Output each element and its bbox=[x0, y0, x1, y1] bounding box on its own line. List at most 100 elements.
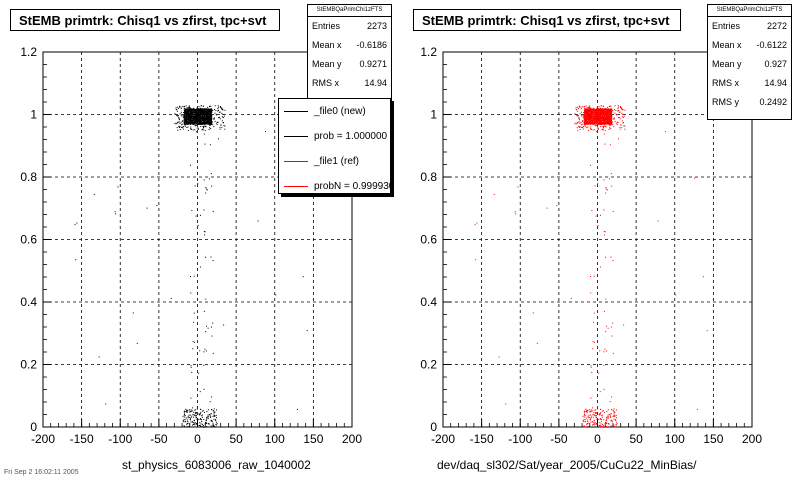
scatter-point bbox=[601, 109, 603, 111]
scatter-point bbox=[183, 121, 185, 123]
scatter-point bbox=[209, 110, 211, 112]
scatter-point bbox=[203, 110, 205, 112]
scatter-point bbox=[596, 123, 598, 125]
scatter-point bbox=[605, 112, 607, 114]
scatter-point bbox=[177, 114, 179, 116]
scatter-point bbox=[607, 119, 609, 121]
scatter-point bbox=[200, 118, 202, 120]
scatter-point bbox=[215, 113, 217, 115]
scatter-point bbox=[222, 109, 224, 111]
scatter-point bbox=[184, 119, 186, 121]
scatter-point bbox=[117, 186, 119, 188]
scatter-point bbox=[595, 112, 597, 114]
scatter-point bbox=[196, 106, 198, 108]
scatter-point bbox=[596, 116, 598, 118]
scatter-point bbox=[585, 111, 587, 113]
scatter-point bbox=[182, 106, 184, 108]
scatter-point bbox=[602, 116, 604, 118]
scatter-point bbox=[190, 366, 192, 368]
scatter-point bbox=[199, 418, 201, 420]
scatter-point bbox=[265, 131, 267, 133]
scatter-point bbox=[603, 109, 605, 111]
scatter-point bbox=[208, 115, 210, 117]
scatter-point bbox=[211, 114, 213, 116]
scatter-point bbox=[187, 110, 189, 112]
scatter-point bbox=[202, 123, 204, 125]
scatter-point bbox=[615, 423, 617, 425]
scatter-point bbox=[600, 110, 602, 112]
scatter-point bbox=[178, 118, 180, 120]
scatter-point bbox=[593, 312, 595, 314]
scatter-point bbox=[205, 331, 207, 333]
scatter-point bbox=[186, 115, 188, 117]
scatter-point bbox=[587, 114, 589, 116]
scatter-point bbox=[178, 119, 180, 121]
scatter-point bbox=[608, 122, 610, 124]
scatter-point bbox=[186, 110, 188, 112]
scatter-point bbox=[193, 120, 195, 122]
scatter-point bbox=[203, 364, 205, 366]
scatter-point bbox=[201, 426, 203, 428]
left-stats-row: Mean x -0.6186 bbox=[312, 40, 387, 50]
scatter-point bbox=[136, 342, 138, 344]
scatter-point bbox=[206, 121, 208, 123]
scatter-point bbox=[194, 409, 196, 411]
scatter-point bbox=[614, 415, 616, 417]
scatter-point bbox=[189, 113, 191, 115]
scatter-point bbox=[612, 322, 614, 324]
scatter-point bbox=[197, 119, 199, 121]
scatter-point bbox=[186, 119, 188, 121]
legend-swatch bbox=[284, 136, 308, 137]
scatter-point bbox=[593, 411, 595, 413]
scatter-point bbox=[546, 207, 548, 209]
scatter-point bbox=[586, 123, 588, 125]
scatter-point bbox=[185, 116, 187, 118]
scatter-point bbox=[612, 421, 614, 423]
scatter-point bbox=[592, 119, 594, 121]
scatter-point bbox=[592, 117, 594, 119]
scatter-point bbox=[611, 122, 613, 124]
scatter-point bbox=[217, 110, 219, 112]
scatter-point bbox=[585, 117, 587, 119]
scatter-point bbox=[221, 127, 223, 129]
scatter-point bbox=[224, 128, 226, 130]
y-tick-label: 0.8 bbox=[20, 170, 37, 184]
scatter-point bbox=[202, 108, 204, 110]
scatter-point bbox=[586, 118, 588, 120]
scatter-point bbox=[584, 426, 586, 428]
scatter-point bbox=[583, 419, 585, 421]
scatter-point bbox=[210, 173, 212, 175]
scatter-point bbox=[593, 120, 595, 122]
scatter-point bbox=[186, 118, 188, 120]
right-stats-row: RMS x 14.94 bbox=[712, 78, 787, 88]
scatter-point bbox=[584, 124, 586, 126]
scatter-point bbox=[609, 120, 611, 122]
scatter-point bbox=[595, 109, 597, 111]
scatter-point bbox=[584, 112, 586, 114]
scatter-point bbox=[201, 415, 203, 417]
scatter-point bbox=[202, 115, 204, 117]
scatter-point bbox=[200, 108, 202, 110]
scatter-point bbox=[590, 122, 592, 124]
scatter-point bbox=[183, 412, 185, 414]
scatter-point bbox=[618, 138, 620, 140]
scatter-point bbox=[579, 105, 581, 107]
scatter-point bbox=[207, 119, 209, 121]
scatter-point bbox=[194, 118, 196, 120]
scatter-point bbox=[591, 122, 593, 124]
scatter-point bbox=[199, 109, 201, 111]
scatter-point bbox=[590, 366, 592, 368]
scatter-point bbox=[195, 113, 197, 115]
scatter-point bbox=[186, 426, 188, 428]
x-tick-label: -200 bbox=[31, 432, 55, 446]
scatter-point bbox=[198, 109, 200, 111]
scatter-point bbox=[589, 409, 591, 411]
scatter-point bbox=[178, 107, 180, 109]
scatter-point bbox=[202, 114, 204, 116]
scatter-point bbox=[184, 125, 186, 127]
scatter-point bbox=[603, 111, 605, 113]
scatter-point bbox=[205, 116, 207, 118]
scatter-point bbox=[210, 123, 212, 125]
x-tick-label: -150 bbox=[470, 432, 494, 446]
scatter-point bbox=[195, 415, 197, 417]
